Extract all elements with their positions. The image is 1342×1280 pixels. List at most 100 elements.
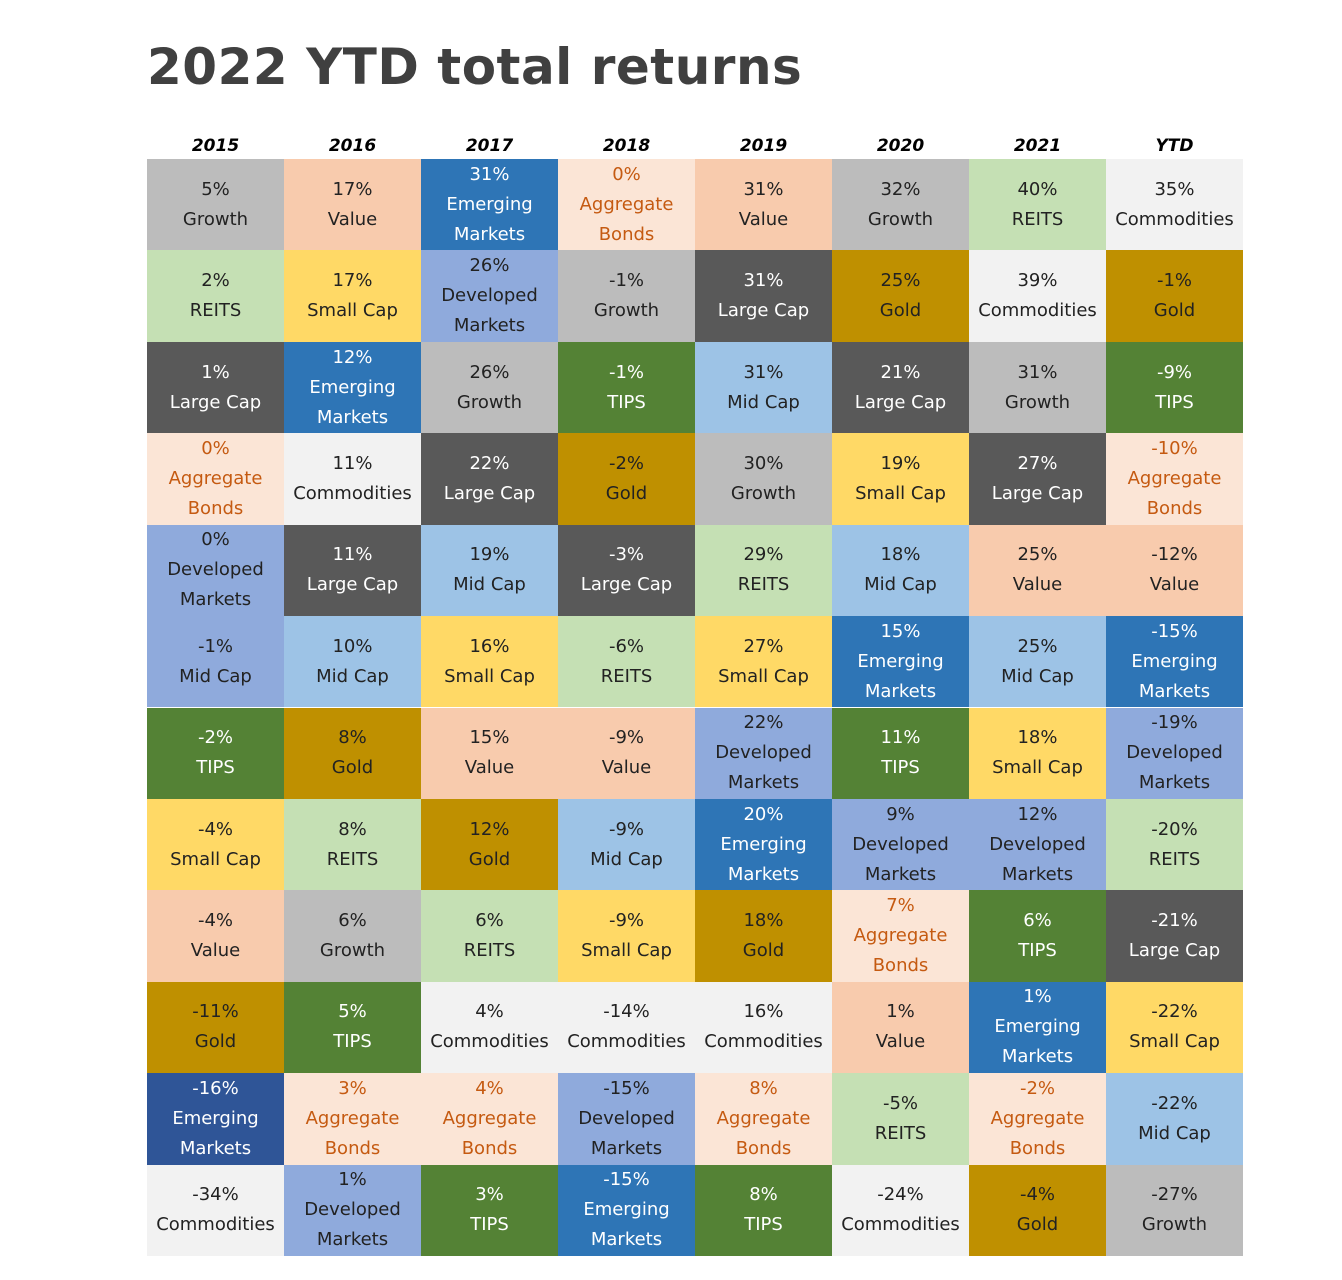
return-cell-2015-developed-markets: 0% Developed Markets	[147, 524, 284, 617]
return-cell-2020-emerging-markets: 15% Emerging Markets	[832, 616, 969, 708]
asset-class-label: Large Cap	[854, 391, 947, 413]
return-cell-2021-gold: -4% Gold	[969, 1164, 1106, 1256]
asset-class-label: Small Cap	[307, 300, 398, 322]
return-cell-2015-tips: -2% TIPS	[147, 707, 284, 799]
return-percent: 25%	[1017, 544, 1058, 566]
asset-class-label: Emerging	[994, 1016, 1081, 1038]
return-percent: 29%	[743, 544, 784, 566]
asset-class-label: TIPS	[470, 1214, 509, 1236]
asset-class-label: Value	[601, 757, 652, 779]
return-cell-2019-gold: 18% Gold	[695, 890, 832, 982]
asset-class-label: Value	[1012, 574, 1063, 596]
asset-class-label: Commodities	[430, 1031, 549, 1053]
asset-class-label: TIPS	[333, 1031, 372, 1053]
return-cell-2017-gold: 12% Gold	[421, 798, 558, 891]
return-cell-2021-growth: 31% Growth	[969, 341, 1106, 434]
return-percent: -34%	[192, 1184, 239, 1206]
asset-class-label: TIPS	[881, 757, 920, 779]
asset-class-label: Markets	[1138, 772, 1211, 794]
asset-class-label: Value	[1149, 574, 1200, 596]
return-percent: 31%	[743, 178, 784, 200]
return-cell-ytd-value: -12% Value	[1106, 524, 1243, 617]
return-cell-2019-aggregate-bonds: 8% Aggregate Bonds	[695, 1073, 832, 1165]
return-percent: 1%	[886, 1001, 915, 1023]
asset-class-label: Growth	[730, 482, 797, 504]
asset-class-label: Markets	[1001, 1046, 1074, 1068]
column-header-2019: 2019	[739, 136, 788, 156]
return-cell-ytd-developed-markets: -19% Developed Markets	[1106, 707, 1243, 799]
return-percent: -1%	[1156, 270, 1193, 292]
return-cell-2020-value: 1% Value	[832, 981, 969, 1074]
return-percent: 1%	[201, 361, 230, 383]
return-percent: -15%	[603, 1077, 650, 1099]
return-percent: 7%	[886, 895, 915, 917]
asset-class-label: Gold	[468, 848, 511, 870]
return-percent: -22%	[1151, 1092, 1198, 1114]
return-cell-2018-commodities: -14% Commodities	[558, 981, 695, 1074]
asset-class-label: Small Cap	[444, 665, 535, 687]
return-percent: -9%	[608, 910, 645, 932]
return-cell-ytd-emerging-markets: -15% Emerging Markets	[1106, 616, 1243, 708]
return-percent: -3%	[608, 544, 645, 566]
column-header-2015: 2015	[191, 136, 240, 156]
asset-class-label: Commodities	[841, 1214, 960, 1236]
asset-class-label: Bonds	[324, 1137, 381, 1159]
asset-class-label: Value	[875, 1031, 926, 1053]
asset-class-label: Bonds	[735, 1137, 792, 1159]
asset-class-label: Aggregate	[579, 193, 674, 215]
return-cell-2018-large-cap: -3% Large Cap	[558, 524, 695, 617]
asset-class-label: Emerging	[172, 1107, 259, 1129]
asset-class-label: Markets	[1001, 863, 1074, 885]
asset-class-label: Gold	[194, 1031, 237, 1053]
return-cell-ytd-growth: -27% Growth	[1106, 1164, 1243, 1256]
return-percent: 21%	[880, 361, 921, 383]
asset-class-label: Mid Cap	[590, 848, 663, 870]
return-cell-2017-developed-markets: 26% Developed Markets	[421, 250, 558, 342]
return-cell-ytd-tips: -9% TIPS	[1106, 341, 1243, 434]
return-cell-2021-tips: 6% TIPS	[969, 890, 1106, 982]
return-cell-2015-growth: 5% Growth	[147, 159, 284, 251]
return-percent: -2%	[1019, 1077, 1056, 1099]
return-percent: -5%	[882, 1092, 919, 1114]
return-percent: 27%	[743, 635, 784, 657]
asset-class-label: Markets	[864, 680, 937, 702]
return-percent: 0%	[612, 163, 641, 185]
asset-class-label: Commodities	[1115, 208, 1234, 230]
asset-class-label: Mid Cap	[864, 574, 937, 596]
return-percent: 18%	[1017, 727, 1058, 749]
return-percent: 18%	[880, 544, 921, 566]
asset-class-label: Developed	[578, 1107, 675, 1129]
asset-class-label: Bonds	[1146, 497, 1203, 519]
return-cell-2016-developed-markets: 1% Developed Markets	[284, 1164, 421, 1256]
asset-class-label: Developed	[1126, 742, 1223, 764]
return-cell-ytd-commodities: 35% Commodities	[1106, 159, 1243, 251]
return-cell-2021-large-cap: 27% Large Cap	[969, 433, 1106, 525]
asset-class-label: Small Cap	[718, 665, 809, 687]
asset-class-label: Markets	[453, 223, 526, 245]
column-header-2021: 2021	[1013, 136, 1062, 156]
return-cell-2019-reits: 29% REITS	[695, 524, 832, 617]
return-percent: 25%	[1017, 635, 1058, 657]
asset-class-label: Developed	[167, 559, 264, 581]
asset-class-label: Aggregate	[1127, 467, 1222, 489]
asset-class-label: Bonds	[598, 223, 655, 245]
return-cell-ytd-small-cap: -22% Small Cap	[1106, 981, 1243, 1074]
asset-class-label: Emerging	[583, 1199, 670, 1221]
asset-class-label: Mid Cap	[1138, 1122, 1211, 1144]
return-cell-2015-reits: 2% REITS	[147, 250, 284, 342]
return-cell-2018-growth: -1% Growth	[558, 250, 695, 342]
return-percent: -22%	[1151, 1001, 1198, 1023]
return-cell-2015-value: -4% Value	[147, 890, 284, 982]
asset-class-label: Aggregate	[168, 467, 263, 489]
asset-class-label: Large Cap	[443, 482, 536, 504]
return-percent: -12%	[1151, 544, 1198, 566]
return-percent: -9%	[1156, 361, 1193, 383]
return-percent: 18%	[743, 910, 784, 932]
return-percent: -19%	[1151, 712, 1198, 734]
return-percent: -20%	[1151, 818, 1198, 840]
asset-class-label: Markets	[727, 772, 800, 794]
return-cell-2017-tips: 3% TIPS	[421, 1164, 558, 1256]
return-cell-2016-gold: 8% Gold	[284, 707, 421, 799]
return-cell-2021-commodities: 39% Commodities	[969, 250, 1106, 342]
return-cell-2021-value: 25% Value	[969, 524, 1106, 617]
